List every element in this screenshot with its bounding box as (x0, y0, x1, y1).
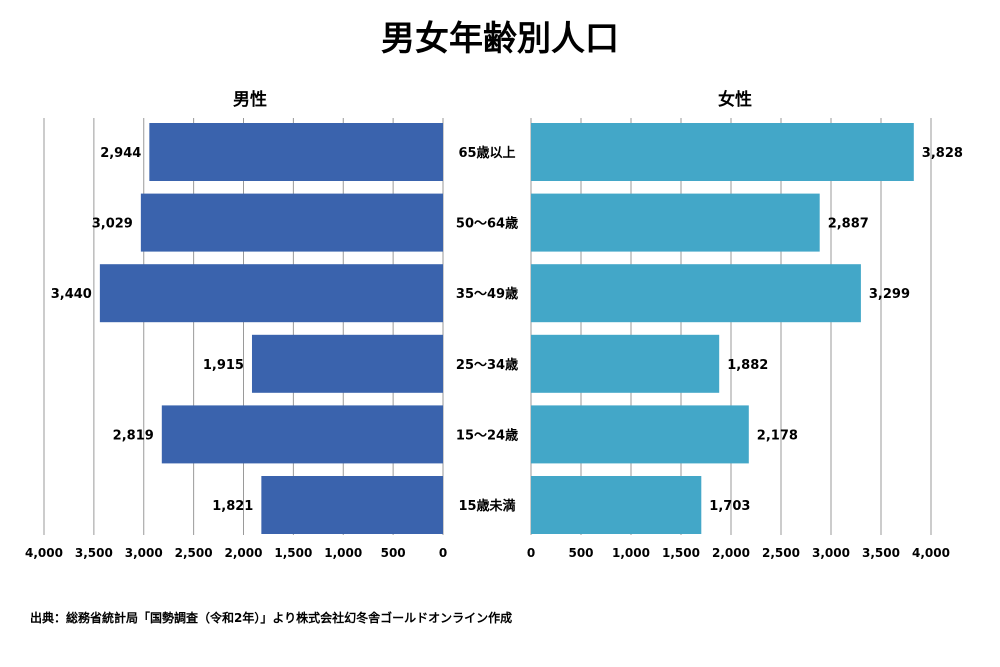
male-x-tick-label: 3,500 (75, 546, 113, 560)
age-category-label: 25〜34歳 (456, 357, 518, 373)
male-bar (251, 334, 443, 393)
age-category-label: 35〜49歳 (456, 286, 518, 302)
female-x-tick-label: 0 (527, 546, 535, 560)
age-category-label: 50〜64歳 (456, 216, 518, 232)
gridlines (43, 118, 932, 535)
female-bar (531, 123, 914, 181)
female-bar (531, 264, 861, 323)
female-bar (531, 193, 820, 252)
female-value-label: 3,299 (869, 287, 910, 302)
male-x-tick-label: 2,000 (225, 546, 263, 560)
female-value-label: 3,828 (922, 146, 963, 161)
male-bar (99, 264, 444, 323)
male-x-tick-label: 3,000 (125, 546, 163, 560)
age-category-label: 65歳以上 (458, 145, 515, 161)
male-value-label: 3,029 (92, 217, 133, 232)
female-value-label: 2,178 (757, 428, 798, 443)
female-value-label: 2,887 (828, 217, 869, 232)
chart-title: 男女年齢別人口 (381, 19, 619, 59)
male-x-tick-label: 0 (439, 546, 447, 560)
male-value-label: 2,819 (113, 428, 154, 443)
male-value-label: 2,944 (100, 146, 141, 161)
source-note: 出典：総務省統計局「国勢調査（令和2年）」より株式会社幻冬舎ゴールドオンライン作… (30, 610, 512, 625)
female-bar (531, 476, 702, 534)
male-panel-title: 男性 (233, 89, 267, 110)
male-bar (149, 123, 443, 181)
female-x-tick-label: 2,500 (762, 546, 800, 560)
female-bar (531, 405, 749, 464)
male-bar (140, 193, 444, 252)
female-x-tick-label: 4,000 (912, 546, 950, 560)
female-x-tick-label: 1,500 (662, 546, 700, 560)
female-value-label: 1,703 (709, 499, 750, 514)
male-value-label: 3,440 (51, 287, 92, 302)
female-value-label: 1,882 (727, 358, 768, 373)
labels: 4,000 3,500 3,000 2,500 2,000 1,500 1,000 500 0 0… (25, 145, 963, 560)
age-category-label: 15〜24歳 (456, 427, 518, 443)
female-panel-title: 女性 (718, 89, 752, 110)
female-x-tick-label: 3,000 (812, 546, 850, 560)
male-x-tick-label: 2,500 (175, 546, 213, 560)
bars (99, 123, 914, 534)
female-x-tick-label: 500 (568, 546, 593, 560)
female-x-tick-label: 3,500 (862, 546, 900, 560)
female-x-tick-label: 1,000 (612, 546, 650, 560)
male-bar (261, 476, 443, 534)
male-x-tick-label: 1,500 (274, 546, 312, 560)
male-value-label: 1,915 (203, 358, 244, 373)
male-x-tick-label: 4,000 (25, 546, 63, 560)
male-bar (161, 405, 443, 464)
age-category-label: 15歳未満 (458, 498, 515, 514)
male-x-tick-label: 1,000 (324, 546, 362, 560)
female-bar (531, 334, 720, 393)
male-value-label: 1,821 (212, 499, 253, 514)
female-x-tick-label: 2,000 (712, 546, 750, 560)
male-x-tick-label: 500 (381, 546, 406, 560)
